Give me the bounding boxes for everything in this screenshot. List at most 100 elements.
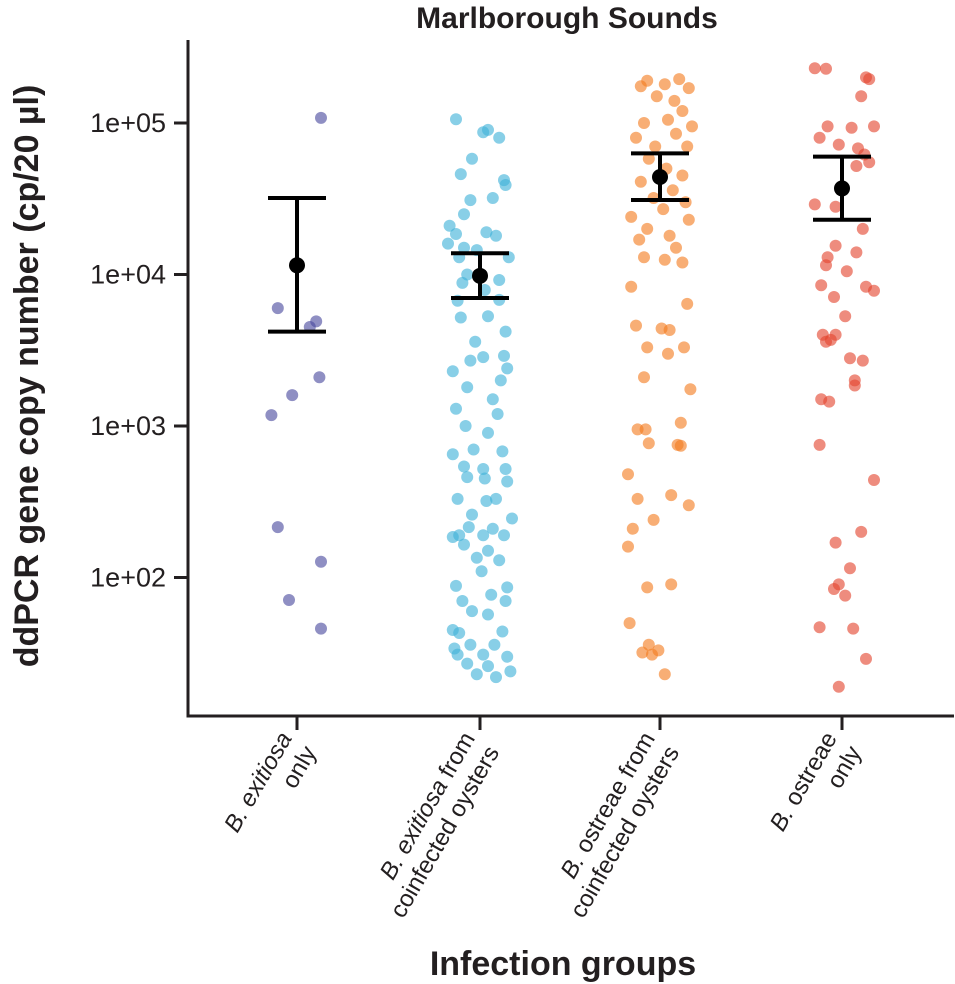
data-point (466, 605, 478, 618)
data-point (498, 529, 510, 542)
data-point (496, 445, 509, 458)
data-point (271, 521, 284, 534)
mean-point (472, 267, 488, 284)
data-point (625, 280, 638, 293)
data-point (458, 538, 470, 551)
data-point (477, 126, 490, 139)
data-point (847, 622, 860, 635)
data-point (462, 521, 475, 534)
data-point (663, 324, 676, 336)
data-point (657, 203, 670, 216)
data-point (488, 638, 501, 651)
data-point (641, 341, 654, 354)
data-point (496, 625, 509, 638)
data-point (863, 156, 876, 169)
data-point (840, 265, 853, 278)
data-point (844, 562, 856, 575)
data-point (467, 443, 480, 456)
data-point (482, 608, 494, 621)
data-point (450, 579, 462, 592)
y-tick-label: 1e+04 (90, 260, 166, 290)
data-point (662, 113, 674, 126)
data-point (458, 208, 470, 221)
data-point (315, 555, 327, 568)
data-point (663, 229, 676, 242)
data-point (478, 472, 491, 485)
data-point (493, 554, 506, 567)
data-point (486, 522, 499, 535)
data-point (856, 222, 869, 235)
data-point (458, 460, 470, 473)
data-point (832, 680, 845, 693)
data-point (665, 578, 678, 591)
data-point (480, 226, 493, 239)
data-point (821, 120, 834, 133)
data-point (679, 196, 692, 209)
data-point (829, 536, 842, 549)
data-point (681, 140, 694, 153)
data-point (674, 416, 687, 429)
data-point (662, 347, 674, 360)
data-point (482, 544, 494, 557)
data-point (808, 198, 821, 211)
data-point (477, 351, 490, 364)
data-point (625, 210, 638, 223)
mean-point (652, 169, 668, 186)
data-point (622, 540, 634, 553)
data-point (499, 179, 512, 191)
data-point (641, 222, 654, 235)
y-axis-title: ddPCR gene copy number (cp/20 µl) (8, 85, 46, 668)
data-point (673, 73, 686, 86)
data-point (868, 120, 880, 133)
data-point (684, 383, 697, 396)
mean-point (289, 257, 305, 274)
data-point (670, 127, 682, 140)
data-point (461, 471, 474, 484)
data-point (265, 409, 278, 422)
data-point (839, 310, 852, 323)
data-point (829, 200, 842, 213)
data-point (450, 113, 462, 126)
data-point (820, 335, 832, 348)
data-point (494, 374, 507, 387)
data-point (839, 589, 852, 602)
data-point (676, 105, 689, 117)
data-point (442, 237, 454, 250)
data-point (638, 117, 650, 129)
data-point (461, 381, 474, 394)
data-point (315, 111, 327, 124)
y-ticks: 1e+02 1e+03 1e+04 1e+05 (90, 108, 188, 593)
y-tick-label: 1e+03 (90, 411, 166, 441)
data-point (823, 395, 836, 408)
data-point (486, 192, 499, 204)
data-point (638, 251, 650, 264)
data-point (829, 328, 842, 341)
data-point (453, 627, 466, 639)
data-point (501, 362, 514, 375)
data-point (446, 365, 459, 378)
data-point (666, 184, 679, 197)
data-point (639, 423, 652, 436)
data-point (490, 671, 502, 684)
data-point (844, 352, 856, 365)
data-point (658, 668, 671, 681)
data-point (486, 393, 499, 406)
data-point (647, 513, 660, 526)
data-point (501, 475, 514, 488)
data-point (813, 438, 826, 451)
data-point (482, 310, 494, 323)
data-point (649, 140, 662, 153)
data-point (829, 239, 842, 252)
data-point (828, 291, 840, 303)
data-point (464, 354, 477, 367)
data-point (815, 279, 828, 292)
data-point (477, 463, 490, 475)
data-point (456, 276, 469, 289)
data-point (642, 152, 655, 165)
data-point (482, 426, 494, 439)
data-point (631, 492, 644, 505)
data-point (283, 594, 295, 606)
data-point (820, 62, 832, 75)
